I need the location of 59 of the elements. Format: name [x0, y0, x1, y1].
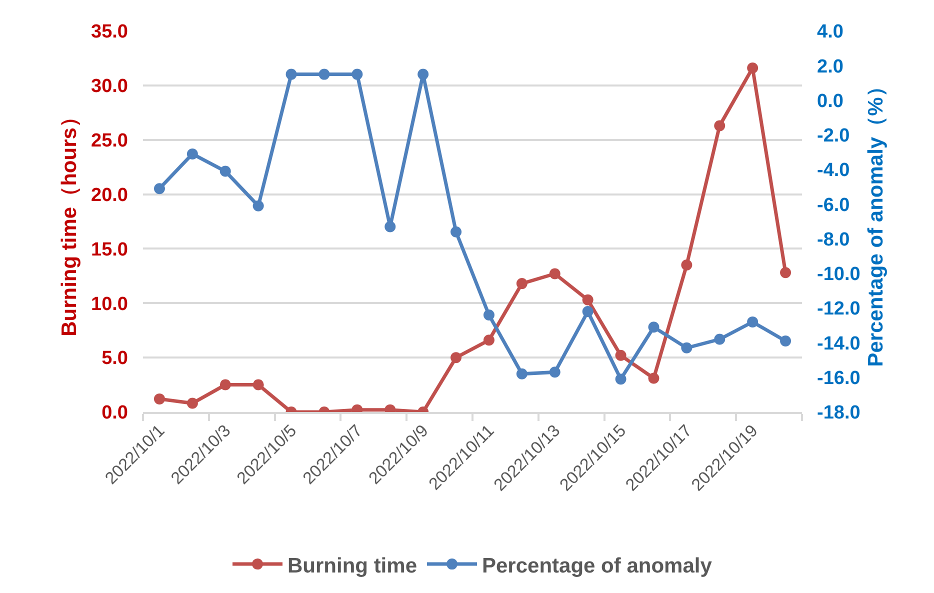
y-tick-label: 25.0: [91, 130, 128, 152]
y-tick-label: 30.0: [91, 76, 128, 98]
y-tick-label: 35.0: [91, 22, 128, 43]
y2-tick-label: 4.0: [817, 22, 844, 43]
point: [681, 260, 692, 271]
point: [780, 267, 792, 278]
point: [450, 352, 462, 364]
point: [714, 334, 726, 345]
point: [483, 334, 494, 346]
y-tick-label: 0.0: [102, 402, 128, 424]
y-tick-label: 20.0: [91, 184, 128, 206]
point: [252, 200, 264, 212]
y2-tick-label: -18.0: [817, 402, 860, 424]
point: [450, 226, 462, 238]
y2-tick-label: 0.0: [817, 90, 844, 112]
y2-tick-label: -6.0: [817, 194, 850, 216]
y-tick-label: 15.0: [91, 239, 128, 260]
legend-label: Percentage of anomaly: [482, 554, 712, 578]
point: [154, 183, 165, 194]
y2-tick-label: -16.0: [817, 368, 860, 390]
y2-tick-label: -10.0: [817, 264, 860, 286]
point: [186, 148, 198, 160]
point: [780, 336, 792, 346]
point: [549, 268, 560, 280]
point: [186, 398, 198, 409]
legend-label: Burning time: [288, 554, 417, 578]
y-axis-title: Burning time（hours）: [58, 106, 82, 336]
point: [384, 221, 396, 232]
point: [516, 368, 528, 380]
y-tick-label: 5.0: [102, 348, 128, 370]
point: [483, 310, 494, 321]
y2-tick-label: -12.0: [817, 298, 860, 320]
y2-tick-label: -14.0: [817, 333, 860, 354]
point: [582, 306, 594, 318]
point: [252, 379, 264, 390]
point: [648, 372, 660, 384]
point: [352, 68, 363, 80]
point: [516, 278, 528, 290]
y2-tick-label: 2.0: [817, 56, 844, 78]
point: [220, 166, 231, 177]
point: [418, 68, 429, 80]
point: [648, 322, 660, 333]
point: [615, 374, 626, 385]
point: [220, 379, 231, 390]
point: [681, 342, 692, 354]
point: [582, 294, 594, 306]
point: [286, 68, 297, 80]
point: [747, 62, 758, 74]
y2-tick-label: -2.0: [817, 126, 850, 147]
y-tick-label: 10.0: [91, 294, 128, 315]
point: [549, 366, 560, 378]
point: [318, 68, 330, 80]
point: [747, 316, 758, 328]
point: [714, 120, 726, 132]
y2-tick-label: -8.0: [817, 229, 850, 250]
point: [154, 393, 165, 404]
y2-tick-label: -4.0: [817, 160, 850, 182]
point: [615, 350, 626, 361]
y2-axis-title: Percentage of anomaly（%）: [864, 76, 888, 367]
